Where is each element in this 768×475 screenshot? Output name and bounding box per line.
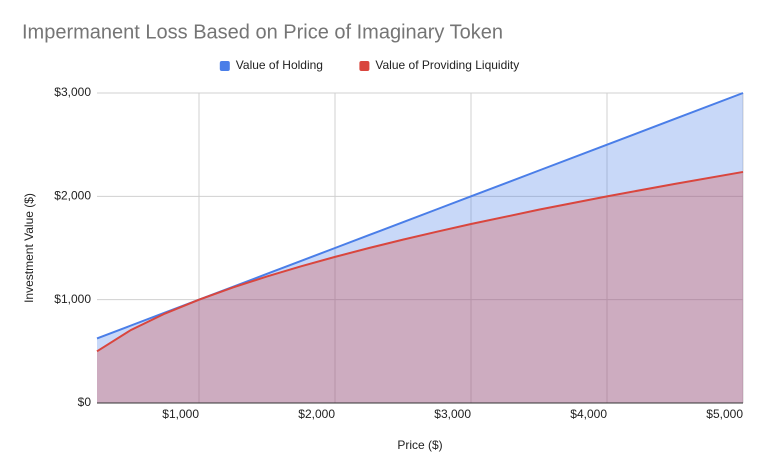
area-line xyxy=(96,170,744,353)
area-fill xyxy=(97,171,743,403)
x-tick-label: $2,000 xyxy=(298,407,335,421)
x-tick-label: $3,000 xyxy=(434,407,471,421)
y-tick-label: $0 xyxy=(78,395,92,409)
x-tick-label: $4,000 xyxy=(570,407,607,421)
x-tick-label: $1,000 xyxy=(162,407,199,421)
legend-label: Value of Providing Liquidity xyxy=(375,58,519,72)
y-axis-label: Investment Value ($) xyxy=(22,193,36,303)
area-fill xyxy=(97,93,743,403)
chart-title: Impermanent Loss Based on Price of Imagi… xyxy=(22,21,503,43)
y-tick-label: $1,000 xyxy=(54,292,91,306)
x-tick-label: $5,000 xyxy=(706,407,743,421)
y-tick-label: $3,000 xyxy=(54,85,91,99)
legend-label: Value of Holding xyxy=(236,58,323,72)
legend-swatch xyxy=(359,61,370,71)
x-axis-label: Price ($) xyxy=(397,438,442,452)
y-tick-label: $2,000 xyxy=(54,189,91,203)
legend-swatch xyxy=(219,61,230,71)
